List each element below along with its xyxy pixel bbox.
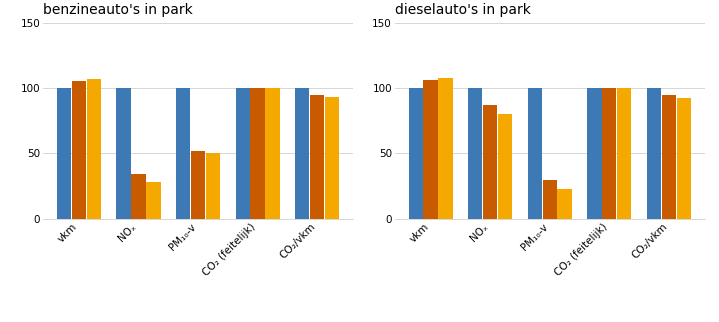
Bar [146, 182, 160, 219]
Bar [661, 95, 676, 219]
Bar [206, 154, 220, 219]
Bar [191, 151, 205, 219]
Bar [468, 88, 482, 219]
Bar [265, 88, 280, 219]
Text: dieselauto's in park: dieselauto's in park [395, 3, 531, 17]
Bar [86, 79, 101, 219]
Bar [72, 81, 86, 219]
Bar [310, 95, 324, 219]
Bar [602, 88, 616, 219]
Bar [116, 88, 131, 219]
Bar [498, 114, 512, 219]
Bar [408, 88, 423, 219]
Bar [483, 105, 498, 219]
Bar [423, 80, 438, 219]
Bar [587, 88, 602, 219]
Bar [236, 88, 250, 219]
Bar [617, 88, 631, 219]
Bar [677, 99, 691, 219]
Bar [132, 175, 146, 219]
Bar [176, 88, 191, 219]
Bar [57, 88, 71, 219]
Bar [325, 97, 339, 219]
Bar [647, 88, 661, 219]
Bar [557, 189, 572, 219]
Text: benzineauto's in park: benzineauto's in park [43, 3, 193, 17]
Bar [543, 180, 557, 219]
Bar [528, 88, 542, 219]
Bar [250, 88, 265, 219]
Bar [296, 88, 309, 219]
Bar [439, 78, 452, 219]
